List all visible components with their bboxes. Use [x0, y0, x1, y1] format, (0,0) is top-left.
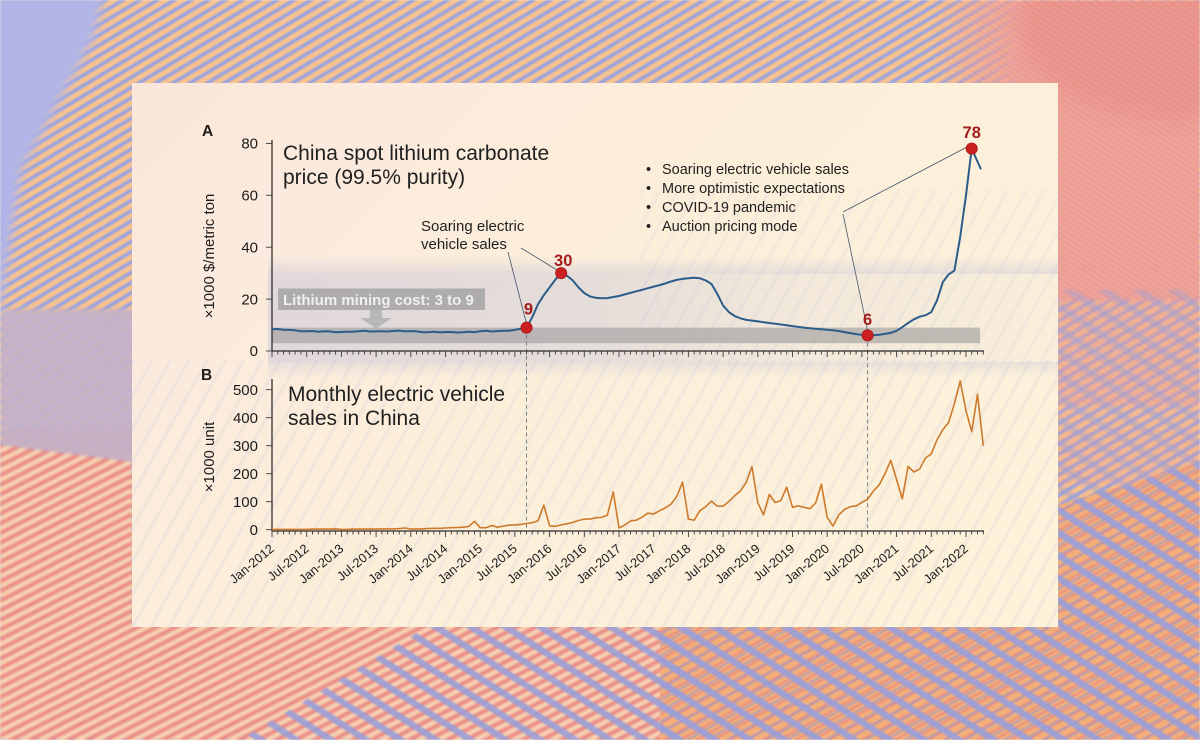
svg-text:×1000 unit: ×1000 unit [201, 421, 218, 492]
svg-text:price (99.5% purity): price (99.5% purity) [283, 166, 465, 189]
svg-text:Monthly electric vehicle: Monthly electric vehicle [288, 383, 505, 406]
svg-text:Lithium mining cost: 3 to 9: Lithium mining cost: 3 to 9 [283, 292, 474, 309]
svg-text:6: 6 [863, 311, 872, 329]
svg-text:500: 500 [233, 382, 258, 399]
svg-text:80: 80 [241, 136, 258, 153]
svg-text:300: 300 [233, 438, 258, 455]
svg-text:9: 9 [524, 301, 533, 319]
svg-text:60: 60 [241, 188, 258, 205]
svg-text:A: A [202, 123, 213, 140]
svg-text:0: 0 [250, 522, 258, 539]
svg-text:Auction pricing mode: Auction pricing mode [662, 219, 797, 235]
svg-text:20: 20 [241, 291, 258, 308]
svg-text:sales in China: sales in China [288, 407, 420, 430]
svg-text:0: 0 [250, 343, 258, 360]
svg-text:40: 40 [241, 239, 258, 256]
svg-text:78: 78 [963, 124, 981, 142]
svg-text:200: 200 [233, 466, 258, 483]
svg-text:400: 400 [233, 410, 258, 427]
svg-text:•: • [646, 162, 651, 178]
svg-text:•: • [646, 219, 651, 235]
svg-text:•: • [646, 200, 651, 216]
svg-text:Soaring electric vehicle sales: Soaring electric vehicle sales [662, 162, 849, 178]
svg-text:COVID-19 pandemic: COVID-19 pandemic [662, 200, 796, 216]
svg-text:×1000 $/metric ton: ×1000 $/metric ton [201, 194, 218, 319]
svg-text:•: • [646, 181, 651, 197]
svg-text:China spot lithium carbonate: China spot lithium carbonate [283, 142, 549, 165]
svg-text:More optimistic expectations: More optimistic expectations [662, 181, 845, 197]
svg-text:Soaring electric: Soaring electric [421, 218, 525, 235]
svg-text:vehicle sales: vehicle sales [421, 236, 507, 253]
svg-text:30: 30 [554, 252, 572, 270]
svg-text:100: 100 [233, 494, 258, 511]
svg-text:B: B [201, 367, 212, 384]
